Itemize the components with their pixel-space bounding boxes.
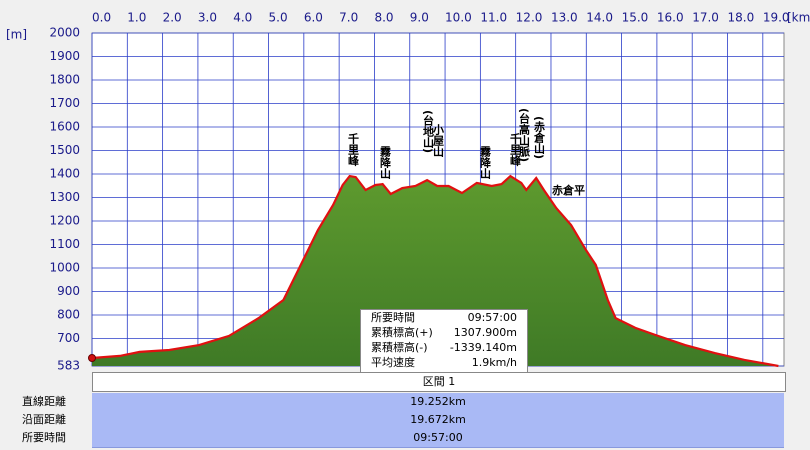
x-tick-label: 8.0 (374, 11, 393, 25)
elevation-line (91, 174, 779, 368)
start-marker (88, 354, 96, 363)
x-tick-label: 12.0 (516, 11, 543, 25)
x-tick-label: 4.0 (233, 11, 252, 25)
row-label: 直線距離 (22, 395, 66, 408)
x-tick-label: 0.0 (92, 11, 111, 25)
info-label: 平均速度 (371, 356, 415, 369)
x-tick-label: 2.0 (163, 11, 182, 25)
info-label: 累積標高(+) (371, 326, 433, 339)
info-box: 所要時間 09:57:00 累積標高(+) 1307.900m 累積標高(-) -1339… (360, 309, 528, 373)
peak-label: (赤倉山) (533, 116, 547, 159)
peak-label: 千里峰 (347, 132, 360, 167)
x-tick-label: 16.0 (657, 11, 684, 25)
row-label: 沿面距離 (22, 413, 66, 426)
x-tick-label: 18.0 (728, 11, 755, 25)
x-tick-label: 1.0 (127, 11, 146, 25)
table-row: 沿面距離 19.672km (0, 411, 810, 430)
x-tick-label: 5.0 (269, 11, 288, 25)
x-tick-label: 7.0 (339, 11, 358, 25)
peak-label: 霧降山 (379, 146, 392, 180)
y-tick-label: 1000 (49, 261, 80, 275)
y-tick-label: 700 (57, 331, 80, 345)
x-tick-label: 15.0 (622, 11, 649, 25)
y-tick-label: 1300 (49, 190, 80, 204)
y-axis-label: [m] (6, 28, 27, 42)
x-tick-label: 17.0 (692, 11, 719, 25)
y-tick-label: 1400 (49, 167, 80, 181)
summary-table: 区間 1 直線距離 19.252km 沿面距離 19.672km 所要時間 09:57:0… (0, 372, 810, 450)
info-label: 累積標高(-) (371, 341, 428, 354)
table-row: 所要時間 09:57:00 (0, 429, 810, 448)
peak-label: 小屋山 (432, 123, 446, 158)
y-tick-label: 1600 (49, 120, 80, 134)
info-row: 所要時間 09:57:00 (361, 310, 527, 325)
peak-label: (台高山脈) (518, 108, 531, 162)
y-tick-label: 1100 (49, 237, 80, 251)
info-label: 所要時間 (371, 311, 415, 324)
info-row: 平均速度 1.9km/h (361, 355, 527, 370)
x-tick-label: 10.0 (445, 11, 472, 25)
y-tick-label: 583 (57, 359, 80, 373)
y-tick-label: 1800 (49, 73, 80, 87)
x-tick-label: 3.0 (198, 11, 217, 25)
info-value: 1307.900m (453, 326, 517, 339)
peak-label: 千里峰 (509, 132, 522, 167)
x-tick-label: 19.0 (763, 11, 790, 25)
y-tick-label: 800 (57, 308, 80, 322)
y-tick-label: 1700 (49, 96, 80, 110)
y-tick-label: 1500 (49, 143, 80, 157)
y-tick-label: 1200 (49, 214, 80, 228)
peak-label: 霧降山 (479, 146, 492, 180)
info-value: -1339.140m (449, 341, 517, 354)
info-value: 09:57:00 (467, 311, 517, 324)
row-value: 19.672km (92, 411, 784, 430)
x-tick-label: 9.0 (410, 11, 429, 25)
info-value: 1.9km/h (471, 356, 517, 369)
info-row: 累積標高(-) -1339.140m (361, 340, 527, 355)
y-tick-label: 2000 (49, 26, 80, 40)
elevation-area (92, 176, 779, 366)
x-axis-label: [km] (787, 11, 810, 25)
row-label: 所要時間 (22, 431, 66, 444)
y-tick-label: 900 (57, 284, 80, 298)
peak-label: 赤倉平 (552, 183, 585, 197)
table-header-row: 区間 1 (0, 372, 810, 392)
x-tick-label: 6.0 (304, 11, 323, 25)
row-value: 09:57:00 (92, 429, 784, 448)
row-value: 19.252km (92, 393, 784, 412)
table-row: 直線距離 19.252km (0, 393, 810, 412)
peak-label: (台地山) (422, 110, 435, 153)
info-row: 累積標高(+) 1307.900m (361, 325, 527, 340)
x-tick-label: 11.0 (480, 11, 507, 25)
y-tick-label: 1900 (49, 49, 80, 63)
x-tick-label: 13.0 (551, 11, 578, 25)
x-tick-label: 14.0 (586, 11, 613, 25)
table-header: 区間 1 (92, 372, 786, 392)
